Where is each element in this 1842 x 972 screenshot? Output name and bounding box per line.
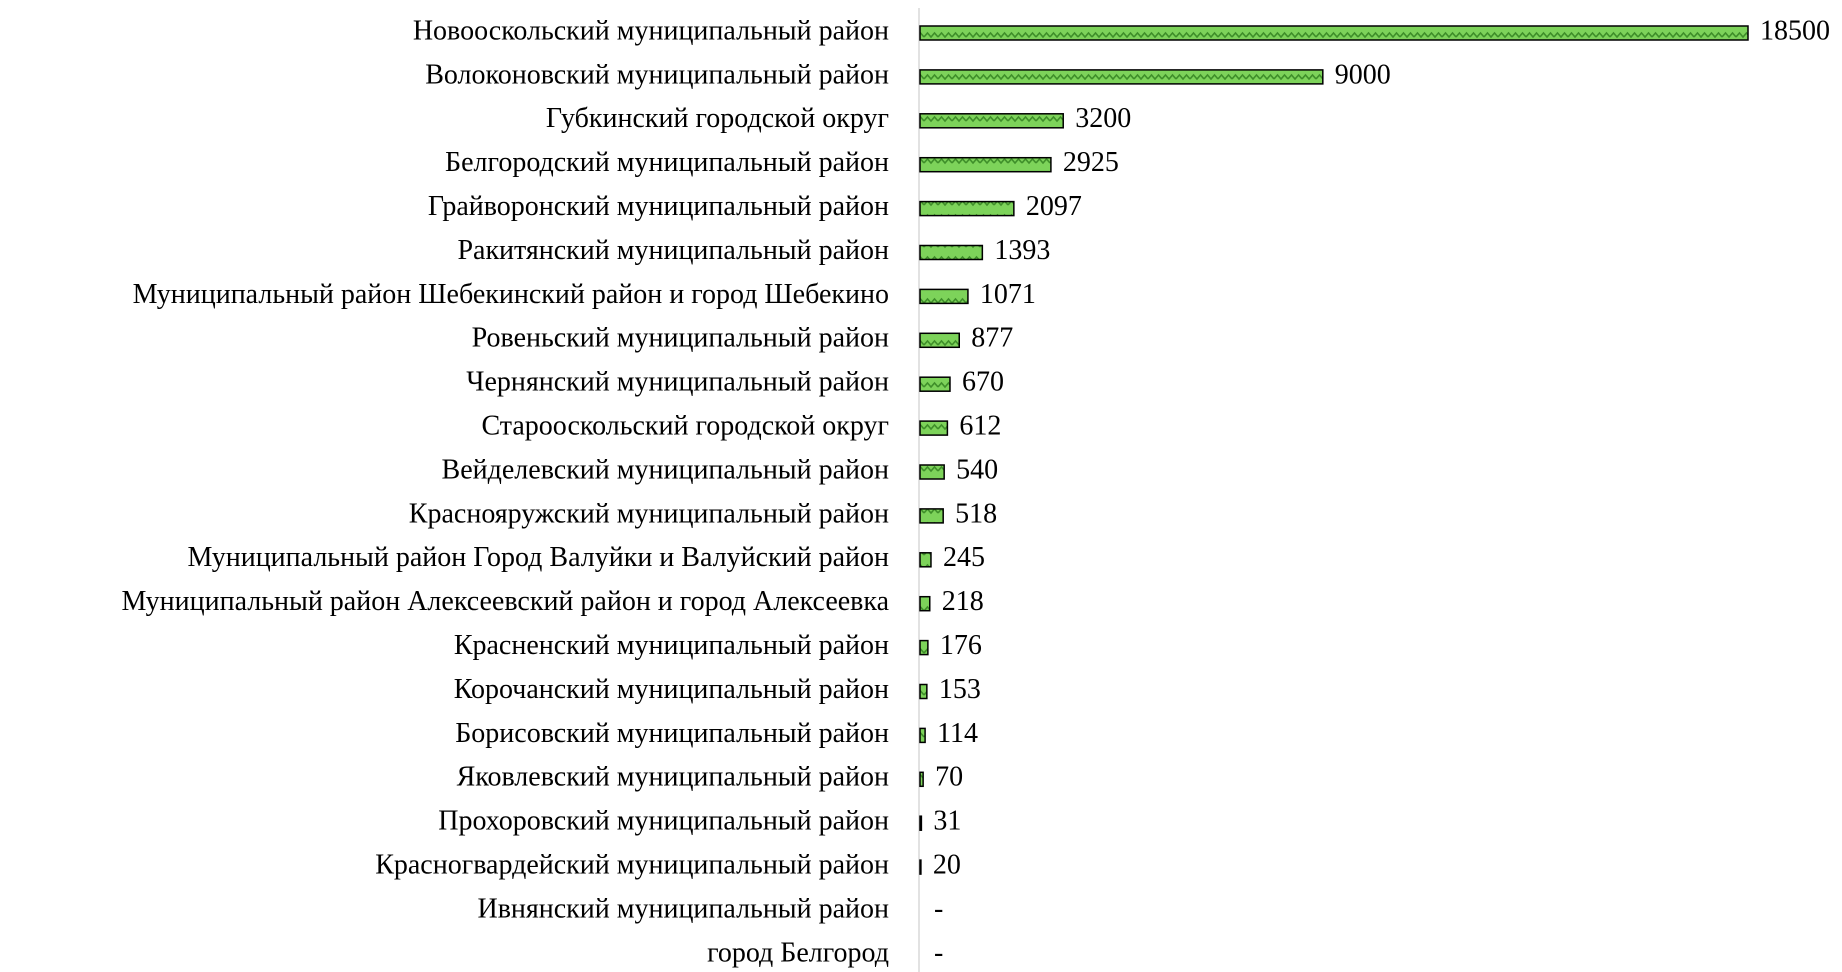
bar: [919, 420, 949, 436]
category-label: Грайворонский муниципальный район: [428, 191, 889, 222]
category-label: Ракитянский муниципальный район: [457, 235, 889, 266]
category-label: Губкинский городской округ: [546, 103, 889, 134]
category-label: Краснояружский муниципальный район: [409, 498, 889, 529]
bar: [919, 69, 1324, 85]
value-label: 153: [939, 674, 981, 705]
value-label: -: [934, 937, 943, 968]
bar: [919, 200, 1015, 217]
category-label: Ивнянский муниципальный район: [477, 893, 889, 924]
category-label: Волоконовский муниципальный район: [425, 59, 889, 90]
bar: [919, 771, 924, 788]
value-label: 176: [940, 630, 982, 661]
value-label: 670: [962, 367, 1004, 398]
bar: [919, 113, 1064, 129]
value-label: 245: [943, 542, 985, 573]
value-label: 1071: [980, 279, 1036, 310]
category-label: Вейделевский муниципальный район: [442, 454, 889, 485]
value-label: 3200: [1075, 103, 1131, 134]
value-label: 877: [971, 323, 1013, 354]
value-label: 114: [937, 718, 978, 749]
value-label: 18500: [1760, 15, 1830, 46]
bar: [919, 156, 1052, 173]
category-label: Корочанский муниципальный район: [454, 674, 889, 705]
bar: [919, 859, 922, 875]
value-label: -: [934, 893, 943, 924]
bar: [919, 25, 1749, 41]
bar: [919, 244, 984, 261]
value-label: 70: [935, 762, 963, 793]
value-label: 218: [942, 586, 984, 617]
category-label: Красненский муниципальный район: [454, 630, 889, 661]
category-label: Старооскольский городской округ: [481, 411, 889, 442]
category-label: Муниципальный район Алексеевский район и…: [121, 586, 889, 617]
value-label: 518: [955, 498, 997, 529]
value-label: 20: [933, 850, 961, 881]
value-label: 2097: [1026, 191, 1082, 222]
category-label: Чернянский муниципальный район: [466, 367, 889, 398]
category-label: Муниципальный район Город Валуйки и Валу…: [188, 542, 889, 573]
category-label: Прохоровский муниципальный район: [438, 806, 889, 837]
bar: [919, 727, 926, 744]
value-label: 2925: [1063, 147, 1119, 178]
category-label: Ровеньский муниципальный район: [472, 323, 889, 354]
category-label: Новооскольский муниципальный район: [413, 15, 889, 46]
value-label: 9000: [1335, 59, 1391, 90]
category-label: Красногвардейский муниципальный район: [375, 850, 889, 881]
value-label: 612: [959, 411, 1001, 442]
bar: [919, 595, 931, 612]
bar: [919, 332, 961, 349]
value-label: 540: [956, 454, 998, 485]
bar: [919, 683, 928, 700]
category-label: Борисовский муниципальный район: [455, 718, 889, 749]
bar: [919, 288, 969, 305]
bar: [919, 376, 951, 392]
category-label: город Белгород: [707, 937, 889, 968]
category-label: Белгородский муниципальный район: [445, 147, 889, 178]
bar: [919, 639, 929, 656]
category-label: Муниципальный район Шебекинский район и …: [133, 279, 889, 310]
bar: [919, 815, 923, 831]
bar: [919, 552, 932, 568]
category-label: Яковлевский муниципальный район: [457, 762, 889, 793]
value-label: 1393: [994, 235, 1050, 266]
bar: [919, 464, 945, 480]
bar: [919, 508, 944, 524]
value-label: 31: [933, 806, 961, 837]
